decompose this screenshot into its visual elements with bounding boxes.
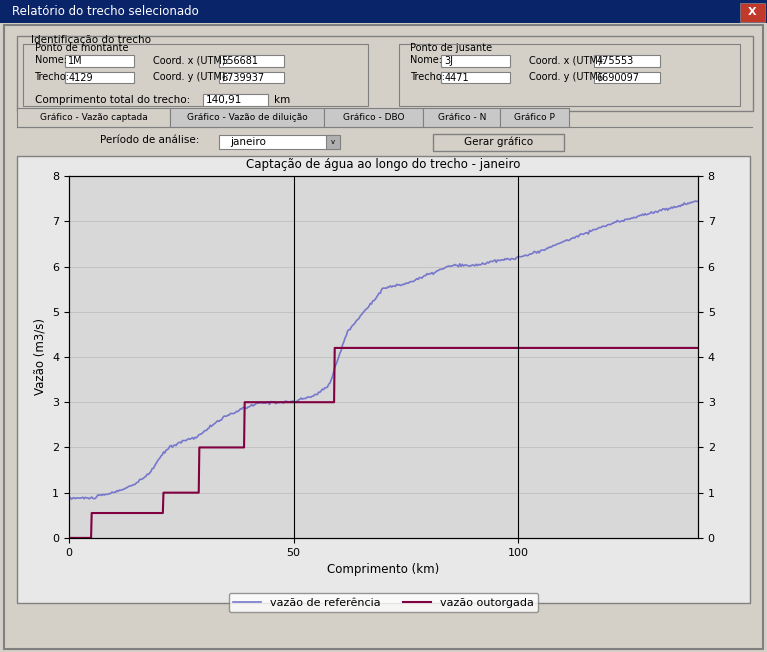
- Text: 6690097: 6690097: [597, 72, 640, 83]
- Text: 6739937: 6739937: [221, 72, 264, 83]
- vazão de referência: [67, 496, 76, 503]
- Text: Coord. y (UTM):: Coord. y (UTM):: [153, 72, 229, 82]
- FancyBboxPatch shape: [65, 72, 134, 83]
- Text: Gráfico P: Gráfico P: [514, 113, 555, 122]
- FancyBboxPatch shape: [441, 55, 510, 67]
- FancyBboxPatch shape: [594, 72, 660, 83]
- FancyBboxPatch shape: [219, 72, 284, 83]
- Text: 3J: 3J: [444, 56, 453, 67]
- FancyBboxPatch shape: [423, 108, 500, 127]
- Text: Gráfico - DBO: Gráfico - DBO: [343, 113, 404, 122]
- vazão outorgada: [693, 344, 703, 352]
- vazão outorgada: [342, 344, 351, 352]
- vazão de referência: [693, 197, 703, 205]
- Line: vazão de referência: vazão de referência: [69, 201, 698, 499]
- Text: Coord. x (UTM):: Coord. x (UTM):: [153, 55, 229, 65]
- FancyBboxPatch shape: [203, 94, 268, 106]
- FancyBboxPatch shape: [17, 36, 753, 111]
- Text: 475553: 475553: [597, 56, 634, 67]
- Text: Trecho:: Trecho:: [410, 72, 446, 82]
- FancyBboxPatch shape: [740, 3, 765, 22]
- vazão de referência: [440, 264, 449, 272]
- vazão outorgada: [64, 534, 74, 542]
- vazão de referência: [680, 199, 689, 207]
- Text: 140,91: 140,91: [206, 95, 242, 105]
- vazão de referência: [691, 197, 700, 205]
- vazão outorgada: [497, 344, 506, 352]
- Text: Coord. x (UTM):: Coord. x (UTM):: [529, 55, 605, 65]
- Legend: vazão de referência, vazão outorgada: vazão de referência, vazão outorgada: [229, 593, 538, 612]
- Text: Nome:: Nome:: [35, 55, 67, 65]
- Text: Gráfico - N: Gráfico - N: [437, 113, 486, 122]
- Text: km: km: [274, 95, 290, 104]
- vazão outorgada: [319, 398, 328, 406]
- FancyBboxPatch shape: [594, 55, 660, 67]
- vazão outorgada: [567, 344, 576, 352]
- Text: X: X: [748, 7, 757, 17]
- vazão de referência: [64, 494, 74, 501]
- Text: Comprimento total do trecho:: Comprimento total do trecho:: [35, 95, 189, 104]
- FancyBboxPatch shape: [23, 44, 368, 106]
- vazão de referência: [364, 303, 374, 310]
- FancyBboxPatch shape: [170, 108, 324, 127]
- vazão outorgada: [555, 344, 565, 352]
- FancyBboxPatch shape: [17, 108, 170, 127]
- vazão de referência: [368, 297, 377, 304]
- Text: Gráfico - Vazão de diluição: Gráfico - Vazão de diluição: [186, 113, 308, 122]
- Y-axis label: Vazão (m3/s): Vazão (m3/s): [34, 318, 47, 396]
- FancyBboxPatch shape: [500, 108, 569, 127]
- FancyBboxPatch shape: [219, 135, 337, 149]
- Text: janeiro: janeiro: [230, 137, 266, 147]
- vazão outorgada: [129, 509, 138, 517]
- Text: Período de análise:: Período de análise:: [100, 135, 199, 145]
- FancyBboxPatch shape: [65, 55, 134, 67]
- FancyBboxPatch shape: [4, 25, 763, 649]
- Text: 1M: 1M: [68, 56, 83, 67]
- vazão outorgada: [330, 344, 339, 352]
- X-axis label: Comprimento (km): Comprimento (km): [328, 563, 439, 576]
- Text: v: v: [331, 139, 335, 145]
- Text: Gerar gráfico: Gerar gráfico: [464, 137, 533, 147]
- FancyBboxPatch shape: [219, 55, 284, 67]
- Text: Ponto de montante: Ponto de montante: [35, 43, 128, 53]
- Text: 4129: 4129: [68, 72, 93, 83]
- Text: 556681: 556681: [221, 56, 258, 67]
- FancyBboxPatch shape: [324, 108, 423, 127]
- Text: 4471: 4471: [444, 72, 469, 83]
- Text: Nome:: Nome:: [410, 55, 443, 65]
- FancyBboxPatch shape: [17, 156, 750, 603]
- FancyBboxPatch shape: [399, 44, 740, 106]
- FancyBboxPatch shape: [433, 134, 564, 151]
- FancyBboxPatch shape: [0, 0, 767, 23]
- Line: vazão outorgada: vazão outorgada: [69, 348, 698, 538]
- Text: Identificação do trecho: Identificação do trecho: [31, 35, 150, 45]
- vazão de referência: [406, 278, 415, 286]
- Title: Captação de água ao longo do trecho - janeiro: Captação de água ao longo do trecho - ja…: [246, 158, 521, 171]
- FancyBboxPatch shape: [326, 135, 340, 149]
- Text: Gráfico - Vazão captada: Gráfico - Vazão captada: [40, 113, 147, 122]
- Text: Ponto de jusante: Ponto de jusante: [410, 43, 492, 53]
- Text: Trecho:: Trecho:: [35, 72, 70, 82]
- FancyBboxPatch shape: [441, 72, 510, 83]
- Text: Coord. y (UTM):: Coord. y (UTM):: [529, 72, 605, 82]
- Text: Relatório do trecho selecionado: Relatório do trecho selecionado: [12, 5, 198, 18]
- vazão de referência: [581, 229, 591, 237]
